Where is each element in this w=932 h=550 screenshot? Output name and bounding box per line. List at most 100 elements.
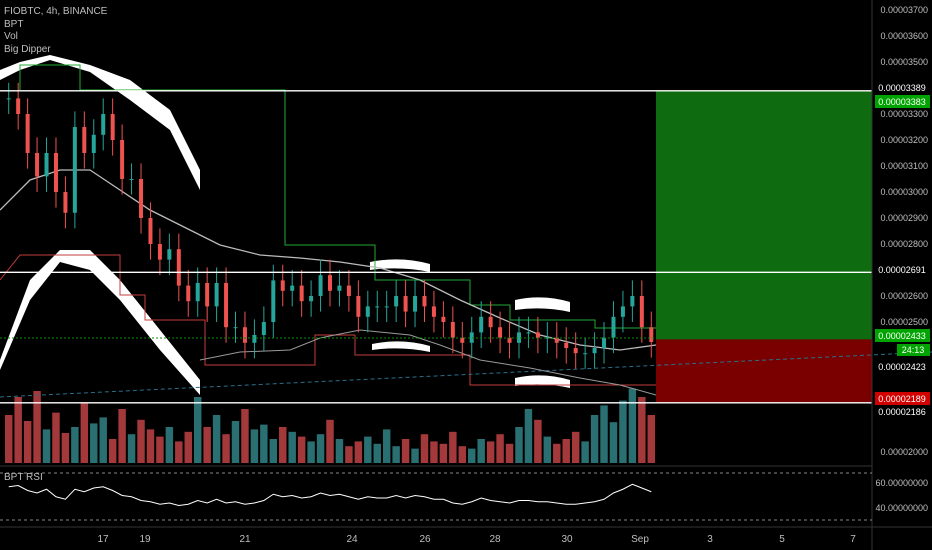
candle-body: [554, 337, 559, 343]
candle: [157, 228, 162, 276]
candle: [356, 280, 361, 333]
candle-body: [507, 337, 512, 343]
candle: [290, 270, 295, 307]
volume-bar: [165, 427, 174, 463]
big-dipper-upper-band: [0, 55, 200, 190]
volume-bar: [486, 441, 495, 463]
candle-body: [139, 179, 144, 218]
price-label-stop-bg: [875, 392, 930, 405]
volume-bar: [61, 433, 70, 463]
candle-body: [498, 327, 503, 338]
candle-body: [157, 244, 162, 260]
volume-bar: [316, 434, 325, 463]
candle: [535, 316, 540, 354]
time-tick-label: 5: [779, 534, 785, 545]
candle-body: [450, 322, 455, 338]
target-zone: [656, 90, 872, 340]
price-tick-label: 0.00002000: [880, 447, 928, 457]
candle: [498, 311, 503, 354]
volume-bar: [175, 441, 183, 463]
candle-body: [573, 348, 578, 354]
volume-bar: [458, 446, 467, 463]
volume-bar: [250, 429, 259, 463]
candle: [53, 137, 58, 208]
volume-bar: [193, 397, 202, 463]
legend-item-bpt: BPT: [4, 18, 24, 30]
volume-bar: [127, 434, 136, 463]
volume-bar: [628, 388, 637, 463]
candle-body: [176, 249, 181, 286]
legend-item-big-dipper: Big Dipper: [4, 43, 51, 55]
price-label-level-mid: 0.00002691: [878, 265, 926, 275]
candle: [25, 98, 30, 169]
candle: [365, 290, 370, 333]
candle: [441, 301, 446, 338]
candle-body: [82, 127, 87, 153]
price-label-target-bg: [875, 95, 930, 108]
candle: [252, 319, 257, 359]
big-dipper-segment: [515, 297, 570, 312]
price-label-level-mid-bg: [875, 263, 930, 276]
candle: [431, 290, 436, 333]
volume-bar: [373, 443, 381, 463]
candle: [309, 280, 314, 317]
volume-bar: [326, 419, 334, 463]
volume-bar: [439, 443, 448, 463]
legend-item-vol: Vol: [4, 31, 18, 42]
candle-body: [346, 285, 351, 296]
price-label-stop: 0.00002189: [878, 394, 926, 404]
price-label-level-top: 0.00003389: [878, 83, 926, 93]
volume-bar: [534, 419, 542, 463]
volume-bar: [42, 429, 51, 463]
bpt-lower-step-line: [0, 254, 656, 386]
volume-bar: [137, 419, 145, 463]
rsi-line: [8, 483, 652, 507]
volume-bar: [392, 446, 400, 463]
candle: [394, 280, 399, 322]
volume-bar: [411, 448, 419, 463]
candle: [403, 280, 408, 328]
price-tick-label: 0.00002500: [880, 317, 928, 327]
candle-body: [611, 316, 616, 338]
volume-bar: [23, 421, 32, 463]
candle: [639, 280, 644, 343]
candle-body: [564, 342, 569, 348]
candle-body: [394, 296, 399, 307]
candle: [205, 267, 210, 322]
candle-body: [261, 322, 266, 335]
trend-line: [0, 351, 932, 398]
price-tick-label: 0.00003500: [880, 57, 928, 67]
candle-body: [214, 283, 219, 307]
candle-body: [413, 296, 418, 312]
candle-body: [167, 249, 172, 260]
candle-body: [44, 153, 49, 177]
candle-body: [422, 296, 427, 307]
candle-body: [469, 332, 474, 343]
chart-legend: FIOBTC, 4h, BINANCE BPT Vol Big Dipper: [4, 6, 107, 56]
candle-body: [545, 337, 550, 339]
candle-body: [299, 285, 304, 302]
candle: [564, 327, 569, 364]
stop-zone: [656, 339, 872, 403]
volume-bar: [638, 397, 646, 463]
price-tick-label: 0.00003600: [880, 31, 928, 41]
price-tick-label: 0.00002600: [880, 291, 928, 301]
candle-body: [602, 337, 607, 348]
candle-body: [271, 280, 276, 322]
candle-body: [35, 153, 40, 177]
candle: [620, 290, 625, 333]
candle: [195, 267, 200, 317]
candle: [375, 290, 380, 322]
candle-body: [375, 306, 380, 308]
symbol-label: FIOBTC, 4h, BINANCE: [4, 6, 108, 17]
volume-bar: [609, 422, 618, 463]
price-tick-label: 0.00003300: [880, 109, 928, 119]
candle: [280, 264, 285, 307]
volume-bar: [99, 417, 107, 463]
candle-body: [63, 192, 68, 213]
volume-bar: [52, 412, 60, 463]
candle: [583, 337, 588, 369]
candle: [72, 111, 77, 229]
candle-body: [583, 353, 588, 355]
